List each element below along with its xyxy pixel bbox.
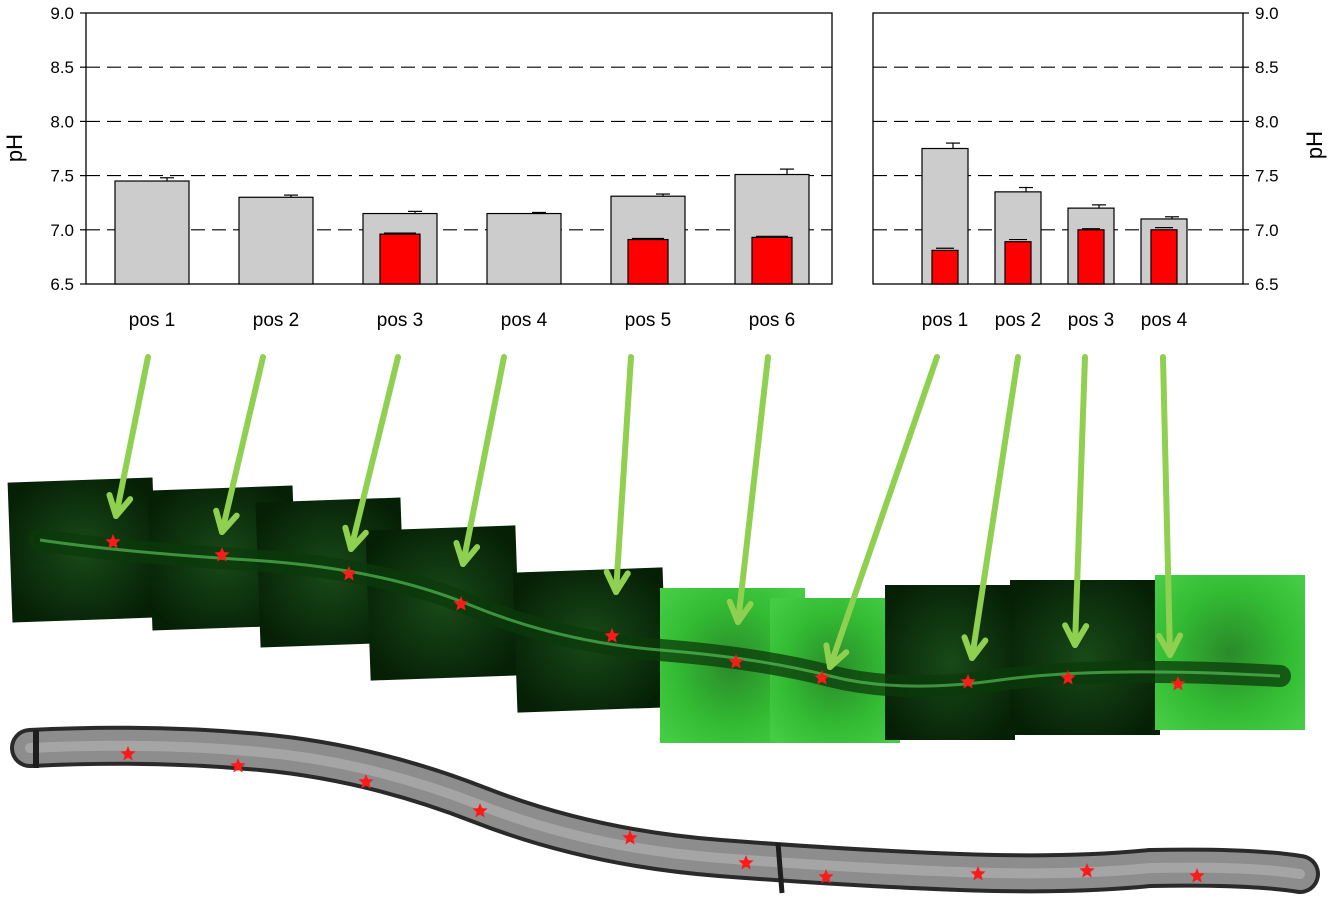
arrow-head: [1156, 632, 1184, 658]
arrow-head: [603, 569, 631, 595]
green-arrow-icon: [969, 354, 1021, 661]
red-star-icon: [120, 746, 136, 761]
bar-red: [1077, 229, 1105, 285]
plot-frame: [85, 12, 833, 285]
green-arrow-icon: [219, 354, 266, 535]
red-star-icon: [358, 774, 374, 789]
panel-background: [1155, 575, 1305, 730]
category-label: pos 2: [995, 310, 1041, 331]
microscopy-images: [7, 477, 1305, 743]
arrow-head: [342, 524, 369, 552]
bar-red: [931, 249, 959, 285]
y-tick-label: 7.5: [1255, 167, 1279, 186]
green-arrow-icon: [460, 354, 507, 567]
cell-wall-septum: [775, 842, 785, 894]
green-arrow-icon: [348, 354, 401, 552]
bar-red: [1004, 241, 1032, 285]
y-tick-label: 8.0: [50, 112, 74, 131]
red-star-icon: [622, 830, 638, 845]
red-star-icon: [472, 803, 488, 818]
red-star-icon: [814, 670, 830, 685]
arrow-head: [1062, 622, 1090, 648]
arrow-head: [961, 634, 989, 661]
red-star-icon: [453, 596, 469, 611]
arrows: [106, 354, 1184, 670]
red-star-icon: [604, 628, 620, 643]
y-tick-label: 6.5: [50, 275, 74, 294]
arrow-head: [823, 642, 850, 670]
y-tick-label: 6.5: [1255, 275, 1279, 294]
green-arrow-icon: [827, 354, 940, 670]
y-tick-label: 9.0: [50, 4, 74, 23]
red-star-icon: [818, 869, 834, 884]
green-arrow-icon: [1160, 354, 1173, 658]
pollen-tube-image: [10, 725, 1320, 894]
y-axis-title-left: pH: [2, 134, 27, 162]
green-arrow-icon: [613, 354, 634, 595]
red-star-icon: [1079, 863, 1095, 878]
bar-red: [1150, 229, 1178, 285]
category-label: pos 1: [129, 310, 175, 331]
y-tick-label: 7.0: [50, 221, 74, 240]
tube-highlight: [25, 740, 1305, 879]
category-label: pos 2: [253, 310, 299, 331]
fluorescence-panel: [885, 585, 1015, 740]
arrow-head: [213, 507, 240, 535]
arrow-head: [726, 598, 754, 625]
red-star-icon: [105, 534, 121, 549]
bar-red: [627, 238, 669, 285]
category-label: pos 4: [501, 310, 548, 331]
green-arrow-icon: [735, 354, 771, 625]
category-label: pos 3: [1068, 310, 1114, 331]
category-label: pos 4: [1141, 310, 1188, 331]
panel-background: [885, 585, 1015, 740]
red-star-icon: [230, 758, 246, 773]
bar-grey: [238, 196, 314, 285]
red-star-icon: [341, 566, 357, 581]
category-label: pos 6: [749, 310, 795, 331]
bar-red: [379, 233, 421, 285]
category-label: pos 1: [922, 310, 968, 331]
chart-right: 6.5 7.0 7.5 8.0 8.5 9.0 pos 1 pos 2 pos 3 pos 4: [872, 4, 1279, 331]
y-tick-label: 9.0: [1255, 4, 1279, 23]
plot-frame: [872, 12, 1244, 285]
fluorescence-panel: [1155, 575, 1305, 730]
fluorescence-panel: [1010, 580, 1160, 735]
y-tick-label: 8.5: [50, 58, 74, 77]
red-star-icon: [728, 654, 744, 669]
red-star-icon: [1060, 670, 1076, 685]
red-star-icon: [960, 674, 976, 689]
category-label: pos 3: [377, 310, 423, 331]
red-star-icon: [970, 866, 986, 881]
category-label: pos 5: [625, 310, 671, 331]
arrow-head: [453, 540, 481, 567]
panel-background: [1010, 580, 1160, 735]
bar-grey: [114, 180, 190, 285]
red-star-icon: [738, 855, 754, 870]
arrow-head: [106, 491, 134, 519]
bar-red: [751, 236, 793, 285]
red-star-icon: [1189, 868, 1205, 883]
chart-left: 6.5 7.0 7.5 8.0 8.5 9.0 pos 1 pos 2 pos 3 pos 4 po…: [50, 4, 833, 331]
y-tick-label: 7.0: [1255, 221, 1279, 240]
green-arrow-icon: [1072, 354, 1088, 648]
y-axis-title-right: pH: [1302, 131, 1327, 159]
bar-grey: [486, 212, 562, 285]
y-tick-label: 8.5: [1255, 58, 1279, 77]
y-tick-label: 7.5: [50, 167, 74, 186]
green-arrow-icon: [113, 354, 151, 519]
red-star-icon: [1170, 676, 1186, 691]
tube-edge: [39, 538, 1281, 688]
y-tick-label: 8.0: [1255, 112, 1279, 131]
red-star-icon: [214, 547, 230, 562]
